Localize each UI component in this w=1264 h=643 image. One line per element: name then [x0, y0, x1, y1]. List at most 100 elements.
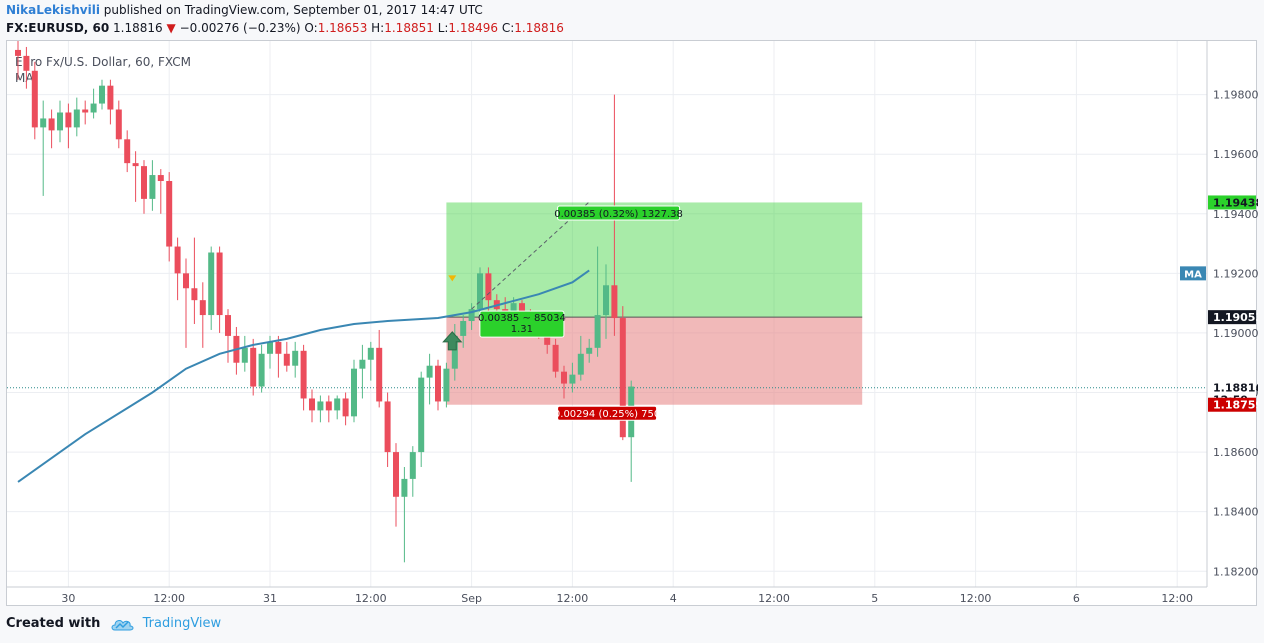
- candle-body-23: [208, 252, 215, 316]
- candle-body-40: [351, 368, 357, 417]
- low-label: L:: [437, 21, 449, 35]
- high-label: H:: [371, 21, 385, 35]
- up-arrow-icon: [442, 331, 463, 351]
- candle-body-1: [23, 55, 30, 71]
- candle-body-35: [309, 398, 315, 411]
- last-price-tag: 1.18816: [1213, 382, 1258, 395]
- entry-price-tag: 1.19053: [1213, 311, 1258, 324]
- candle-body-59: [510, 303, 517, 313]
- candle-body-47: [409, 452, 416, 479]
- candle-body-9: [90, 103, 97, 113]
- ma-tag-box: [1180, 266, 1206, 281]
- x-tick-label-6: 4: [670, 592, 677, 605]
- candle-body-11: [107, 85, 114, 110]
- candle-body-68: [586, 347, 593, 354]
- candle-body-14: [132, 163, 139, 167]
- candle-body-67: [577, 353, 584, 375]
- created-with-label: Created with: [6, 616, 101, 631]
- trend-line: [471, 201, 590, 310]
- stop-price-tag: 1.18759: [1213, 399, 1258, 412]
- candle-body-72: [619, 318, 626, 438]
- y-tick-label-6: 1.18600: [1213, 446, 1258, 459]
- candle-body-17: [157, 175, 164, 182]
- price-chart[interactable]: Euro Fx/U.S. Dollar, 60, FXCM MA 0.00385 (…: [7, 41, 1258, 607]
- candle-body-18: [166, 181, 173, 247]
- close-value: 1.18816: [514, 21, 564, 35]
- candle-body-38: [334, 398, 341, 411]
- candle-body-8: [82, 109, 89, 113]
- x-tick-label-2: 31: [263, 592, 277, 605]
- ratio-label-text-0: 0.00385 ~ 85034: [478, 313, 566, 324]
- candle-body-15: [141, 166, 147, 199]
- y-tick-label-3: 1.19200: [1213, 267, 1258, 280]
- chart-area[interactable]: Euro Fx/U.S. Dollar, 60, FXCM MA 0.00385 (…: [6, 40, 1258, 607]
- change-value: −0.00276 (−0.23%): [179, 21, 301, 35]
- candle-body-16: [149, 175, 156, 199]
- candle-body-63: [544, 332, 551, 345]
- candle-body-4: [48, 118, 55, 131]
- candle-body-65: [561, 371, 567, 384]
- tradingview-cloud-icon: [111, 619, 134, 630]
- candle-body-36: [317, 401, 324, 411]
- ohlc-bar: FX:EURUSD, 60 1.18816 ▼ −0.00276 (−0.23%…: [6, 21, 564, 35]
- candle-body-52: [451, 335, 458, 369]
- candle-body-41: [359, 359, 366, 369]
- candle-body-49: [426, 365, 433, 378]
- x-tick-label-7: 12:00: [758, 592, 790, 605]
- footer: Created with TradingView: [6, 616, 221, 631]
- ma-line: [17, 269, 590, 483]
- candle-body-20: [183, 273, 189, 289]
- candle-body-39: [342, 398, 349, 417]
- candle-body-64: [552, 344, 559, 372]
- target-label-text-0: 0.00385 (0.32%) 1327.38: [554, 209, 683, 220]
- down-triangle-icon: [448, 275, 457, 282]
- candle-body-60: [519, 303, 525, 316]
- entry-price-tag-box: [1208, 310, 1256, 325]
- down-triangle-icon: ▼: [166, 21, 176, 35]
- candle-body-71: [611, 285, 618, 319]
- candle-body-10: [99, 85, 105, 104]
- tradingview-brand-link[interactable]: TradingView: [142, 616, 222, 631]
- x-tick-label-11: 12:00: [1161, 592, 1193, 605]
- profit-zone: [446, 202, 863, 318]
- y-tick-label-0: 1.19800: [1213, 89, 1258, 102]
- open-value: 1.18653: [317, 21, 368, 35]
- legend-title: Euro Fx/U.S. Dollar, 60, FXCM: [15, 55, 191, 69]
- candle-body-50: [435, 365, 441, 402]
- candle-body-5: [57, 112, 63, 131]
- candle-body-0: [15, 49, 21, 56]
- candle-body-27: [241, 347, 248, 363]
- candle-body-32: [283, 353, 290, 366]
- last-price-tag-box: [1208, 380, 1256, 395]
- ratio-label-text-1: 1.31: [511, 324, 533, 335]
- candle-body-69: [594, 315, 601, 348]
- candle-body-42: [367, 347, 374, 360]
- candle-body-53: [460, 321, 467, 336]
- legend-ma: MA: [15, 71, 34, 85]
- y-tick-label-2: 1.19400: [1213, 208, 1258, 221]
- candle-body-34: [300, 350, 307, 399]
- candle-body-55: [477, 273, 483, 310]
- candle-body-13: [124, 139, 131, 164]
- candle-body-33: [292, 350, 299, 366]
- candle-body-24: [216, 252, 223, 316]
- candle-body-46: [401, 478, 408, 497]
- candle-body-44: [384, 401, 391, 453]
- candle-body-6: [65, 112, 72, 128]
- y-tick-label-1: 1.19600: [1213, 148, 1258, 161]
- candle-body-66: [569, 374, 576, 384]
- candle-body-21: [191, 288, 198, 301]
- stop-label-text-0: 0.00294 (0.25%) 750: [554, 409, 660, 420]
- stop-price-tag-box: [1208, 397, 1256, 412]
- x-tick-label-0: 30: [61, 592, 75, 605]
- low-value: 1.18496: [448, 21, 499, 35]
- candle-body-70: [603, 285, 609, 316]
- candle-body-28: [250, 347, 257, 387]
- x-tick-label-1: 12:00: [153, 592, 185, 605]
- x-tick-label-9: 12:00: [960, 592, 992, 605]
- candle-body-45: [393, 452, 399, 497]
- candle-body-37: [325, 401, 332, 411]
- author-link[interactable]: NikaLekishvili: [6, 3, 100, 17]
- candle-body-22: [199, 300, 206, 316]
- candle-body-43: [376, 347, 383, 402]
